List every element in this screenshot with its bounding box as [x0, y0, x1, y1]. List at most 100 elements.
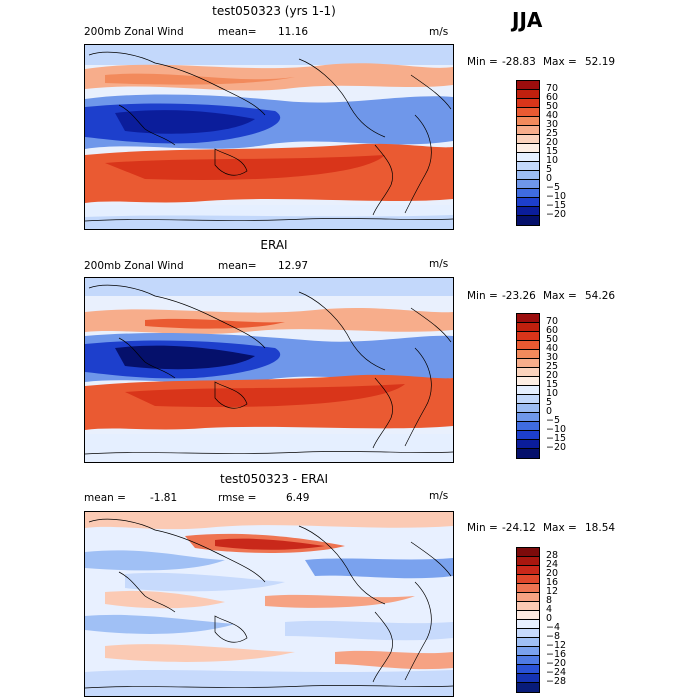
panel-1-colorbar	[516, 80, 540, 226]
colorbar-1-swatch	[517, 90, 539, 99]
colorbar-1-swatch	[517, 135, 539, 144]
colorbar-1-swatch	[517, 99, 539, 108]
colorbar-2-tick: −5	[546, 415, 561, 426]
panel-1-max-value: 52.19	[585, 56, 616, 68]
panel-1-variable-label: 200mb Zonal Wind	[84, 26, 184, 38]
panel-1-units: m/s	[429, 26, 449, 38]
colorbar-3-swatch	[517, 665, 539, 674]
panel-3-units: m/s	[429, 490, 449, 502]
colorbar-1-tick: 15	[546, 146, 559, 157]
panel-2-colorbar-ticks: 70 60 50 40 30 25 20 15 10 5 0 −5 −10 −1…	[546, 313, 586, 459]
season-label: JJA	[512, 8, 543, 32]
colorbar-1-swatch	[517, 171, 539, 180]
panel-2-units: m/s	[429, 258, 449, 270]
colorbar-3-tick: −28	[546, 676, 567, 687]
colorbar-3-tick: −12	[546, 640, 567, 651]
colorbar-2-swatch	[517, 386, 539, 395]
colorbar-2-tick: 50	[546, 334, 559, 345]
colorbar-1-swatch	[517, 198, 539, 207]
colorbar-3-tick: −4	[546, 622, 561, 633]
colorbar-2-swatch	[517, 395, 539, 404]
colorbar-2-swatch	[517, 440, 539, 449]
colorbar-2-swatch	[517, 341, 539, 350]
colorbar-3-tick: −16	[546, 649, 567, 660]
colorbar-1-swatch	[517, 81, 539, 90]
colorbar-3-tick: 24	[546, 559, 559, 570]
colorbar-2-swatch	[517, 404, 539, 413]
colorbar-1-tick: −20	[546, 209, 567, 220]
colorbar-3-tick: 16	[546, 577, 559, 588]
colorbar-3-swatch	[517, 575, 539, 584]
colorbar-2-swatch	[517, 359, 539, 368]
colorbar-2-tick: 60	[546, 325, 559, 336]
colorbar-3-tick: −24	[546, 667, 567, 678]
panel-3-mean-label: mean =	[84, 492, 126, 504]
colorbar-1-tick: −10	[546, 191, 567, 202]
colorbar-3-tick: 28	[546, 550, 559, 561]
panel-3-colorbar	[516, 547, 540, 693]
panel-3-map-svg	[85, 512, 453, 696]
colorbar-1-tick: −15	[546, 200, 567, 211]
colorbar-2-tick: 20	[546, 370, 559, 381]
colorbar-2-tick: 70	[546, 316, 559, 327]
panel-3-min-label: Min =	[467, 522, 498, 534]
colorbar-2-swatch	[517, 422, 539, 431]
panel-2-min-value: -23.26	[502, 290, 536, 302]
panel-3-min-value: -24.12	[502, 522, 536, 534]
panel-2-max-label: Max =	[543, 290, 577, 302]
panel-3-max-value: 18.54	[585, 522, 616, 534]
colorbar-2-tick: −10	[546, 424, 567, 435]
colorbar-2-tick: 10	[546, 388, 559, 399]
panel-1-map	[84, 44, 454, 230]
panel-2-map	[84, 277, 454, 463]
colorbar-1-swatch	[517, 162, 539, 171]
colorbar-1-tick: 50	[546, 101, 559, 112]
colorbar-1-tick: 0	[546, 173, 553, 184]
panel-2-title: ERAI	[260, 238, 288, 252]
panel-3-rmse-label: rmse =	[218, 492, 257, 504]
colorbar-3-swatch	[517, 656, 539, 665]
colorbar-3-tick: −20	[546, 658, 567, 669]
colorbar-3-swatch	[517, 611, 539, 620]
panel-2-max-value: 54.26	[585, 290, 616, 302]
colorbar-1-tick: 10	[546, 155, 559, 166]
colorbar-1-swatch	[517, 207, 539, 216]
colorbar-3-swatch	[517, 629, 539, 638]
colorbar-1-tick: 5	[546, 164, 553, 175]
colorbar-3-tick: −8	[546, 631, 561, 642]
panel-2-min-label: Min =	[467, 290, 498, 302]
colorbar-2-tick: −15	[546, 433, 567, 444]
colorbar-3-swatch	[517, 548, 539, 557]
panel-2-colorbar	[516, 313, 540, 459]
colorbar-2-tick: −20	[546, 442, 567, 453]
colorbar-1-tick: 70	[546, 83, 559, 94]
colorbar-3-swatch	[517, 584, 539, 593]
panel-1-min-label: Min =	[467, 56, 498, 68]
colorbar-1-tick: 30	[546, 119, 559, 130]
colorbar-3-tick: 4	[546, 604, 553, 615]
panel-3-mean-value: -1.81	[150, 492, 178, 504]
colorbar-2-tick: 25	[546, 361, 559, 372]
colorbar-2-swatch	[517, 413, 539, 422]
colorbar-3-tick: 12	[546, 586, 559, 597]
colorbar-1-swatch	[517, 144, 539, 153]
colorbar-1-swatch	[517, 180, 539, 189]
colorbar-3-swatch	[517, 683, 539, 692]
colorbar-2-swatch	[517, 431, 539, 440]
colorbar-3-swatch	[517, 602, 539, 611]
panel-1-mean-label: mean=	[218, 26, 257, 38]
colorbar-2-swatch	[517, 314, 539, 323]
colorbar-2-tick: 15	[546, 379, 559, 390]
colorbar-1-tick: −5	[546, 182, 561, 193]
colorbar-3-swatch	[517, 620, 539, 629]
panel-3-max-label: Max =	[543, 522, 577, 534]
colorbar-1-tick: 40	[546, 110, 559, 121]
colorbar-1-tick: 20	[546, 137, 559, 148]
panel-2-mean-label: mean=	[218, 260, 257, 272]
panel-3-rmse-value: 6.49	[286, 492, 310, 504]
colorbar-2-tick: 40	[546, 343, 559, 354]
colorbar-3-swatch	[517, 566, 539, 575]
colorbar-2-swatch	[517, 449, 539, 458]
colorbar-3-tick: 20	[546, 568, 559, 579]
panel-2-map-svg	[85, 278, 453, 462]
